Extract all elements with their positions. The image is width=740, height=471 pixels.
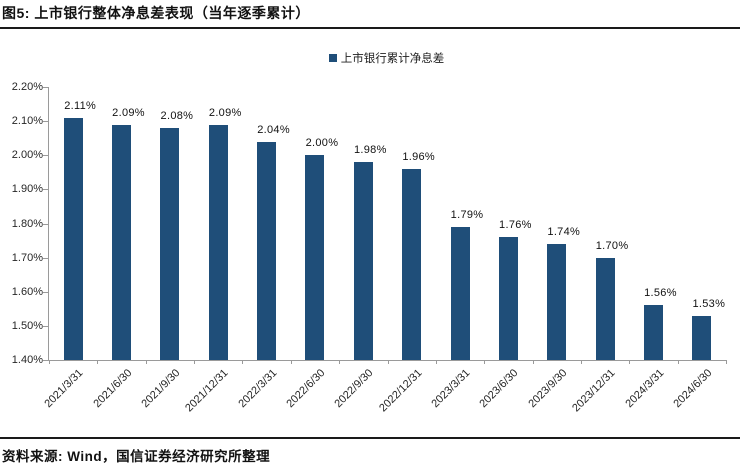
bar-value-label: 2.04% xyxy=(257,123,290,136)
x-axis-tick xyxy=(435,360,437,364)
x-axis-tick xyxy=(339,360,341,364)
bar-value-label: 2.00% xyxy=(305,137,339,150)
x-axis-tick xyxy=(145,360,147,364)
y-axis-tick xyxy=(43,223,48,225)
bar xyxy=(353,162,373,360)
y-axis-tick-label: 1.80% xyxy=(11,217,43,230)
x-axis-category-label: 2024/6/30 xyxy=(671,367,715,411)
x-axis-tick xyxy=(387,360,389,364)
x-axis-category-label: 2022/3/31 xyxy=(236,367,280,411)
y-axis-tick-label: 2.00% xyxy=(11,149,43,162)
bar-value-label: 1.79% xyxy=(450,208,484,221)
bar xyxy=(450,226,470,360)
bar-value-label: 1.96% xyxy=(402,150,436,163)
y-axis-tick-label: 1.50% xyxy=(11,319,43,332)
y-axis-tick xyxy=(43,291,48,293)
bar xyxy=(498,237,518,360)
bar-value-label: 2.09% xyxy=(208,106,242,119)
legend-item: 上市银行累计净息差 xyxy=(328,50,445,66)
bar xyxy=(402,168,422,360)
bar-value-label: 1.98% xyxy=(353,144,387,157)
bar-value-label: 1.76% xyxy=(499,219,532,232)
legend-label: 上市银行累计净息差 xyxy=(340,53,445,65)
x-axis-tick xyxy=(726,360,727,364)
chart-title: 图5: 上市银行整体净息差表现（当年逐季累计） xyxy=(0,0,740,29)
bar xyxy=(112,124,132,360)
y-axis-tick xyxy=(43,121,48,123)
y-axis-tick-label: 1.90% xyxy=(11,183,43,196)
x-axis-category-label: 2024/3/31 xyxy=(622,367,666,411)
x-axis-category-label: 2021/9/30 xyxy=(139,367,183,411)
x-axis-category-label: 2022/9/30 xyxy=(332,367,376,411)
y-axis-tick-label: 1.70% xyxy=(11,251,43,264)
x-axis-category-label: 2023/3/31 xyxy=(429,367,473,411)
x-axis-tick xyxy=(629,360,631,364)
x-axis-tick xyxy=(532,360,534,364)
y-axis-labels: 2.20% 2.10% 2.00% 1.90% 1.80% 1.70% 1.60% 1.50%… xyxy=(0,81,43,366)
y-axis-tick-label: 1.40% xyxy=(11,354,43,366)
x-axis-category-label: 2021/6/30 xyxy=(90,367,135,411)
x-axis-tick xyxy=(97,360,99,364)
bar xyxy=(305,155,325,360)
y-axis-tick-label: 2.20% xyxy=(11,81,43,93)
x-axis-category-label: 2023/9/30 xyxy=(526,367,570,411)
x-axis-category-label: 2023/12/31 xyxy=(570,367,618,415)
y-axis-tick-label: 2.10% xyxy=(11,115,43,128)
x-axis-category-label: 2023/6/30 xyxy=(477,367,521,411)
y-axis-tick xyxy=(43,155,48,157)
bar xyxy=(257,141,277,360)
bar xyxy=(595,257,615,360)
bar xyxy=(63,117,83,360)
y-axis-tick xyxy=(43,87,48,88)
bar-value-label: 2.08% xyxy=(160,109,194,122)
bar-value-label: 2.09% xyxy=(112,106,145,119)
y-axis-tick-label: 1.60% xyxy=(11,285,43,298)
x-axis-tick xyxy=(484,360,486,364)
source-note: 资料来源: Wind，国信证券经济研究所整理 xyxy=(0,437,740,465)
y-axis-tick xyxy=(43,257,48,259)
y-axis-tick xyxy=(43,189,48,191)
x-axis-tick xyxy=(580,360,582,364)
bar-value-label: 1.70% xyxy=(595,239,629,252)
x-axis-tick xyxy=(290,360,292,364)
bar-value-label: 1.53% xyxy=(692,297,726,310)
bar xyxy=(692,315,712,360)
x-axis-tick xyxy=(194,360,196,364)
x-axis-category-label: 2022/12/31 xyxy=(376,367,425,415)
bar xyxy=(208,124,228,360)
bar xyxy=(643,305,663,360)
x-axis-tick xyxy=(242,360,244,364)
y-axis-tick xyxy=(43,360,48,361)
y-axis-tick xyxy=(43,325,48,327)
legend: 上市银行累计净息差 xyxy=(48,50,725,66)
bar-value-label: 1.74% xyxy=(547,225,581,238)
x-axis-category-label: 2022/6/30 xyxy=(284,367,328,411)
bar xyxy=(160,127,180,360)
x-axis-category-label: 2021/3/31 xyxy=(42,367,86,411)
bar-value-label: 1.56% xyxy=(644,287,677,300)
bar xyxy=(547,243,567,360)
legend-swatch-icon xyxy=(328,54,337,62)
plot-area: 2.11% 2021/3/31 2.09% 2021/6/30 2.08% 2021/9/… xyxy=(43,87,727,414)
x-axis-tick xyxy=(49,360,50,364)
bar-value-label: 2.11% xyxy=(64,99,97,112)
x-axis-tick xyxy=(677,360,679,364)
x-axis-category-label: 2021/12/31 xyxy=(183,367,231,415)
